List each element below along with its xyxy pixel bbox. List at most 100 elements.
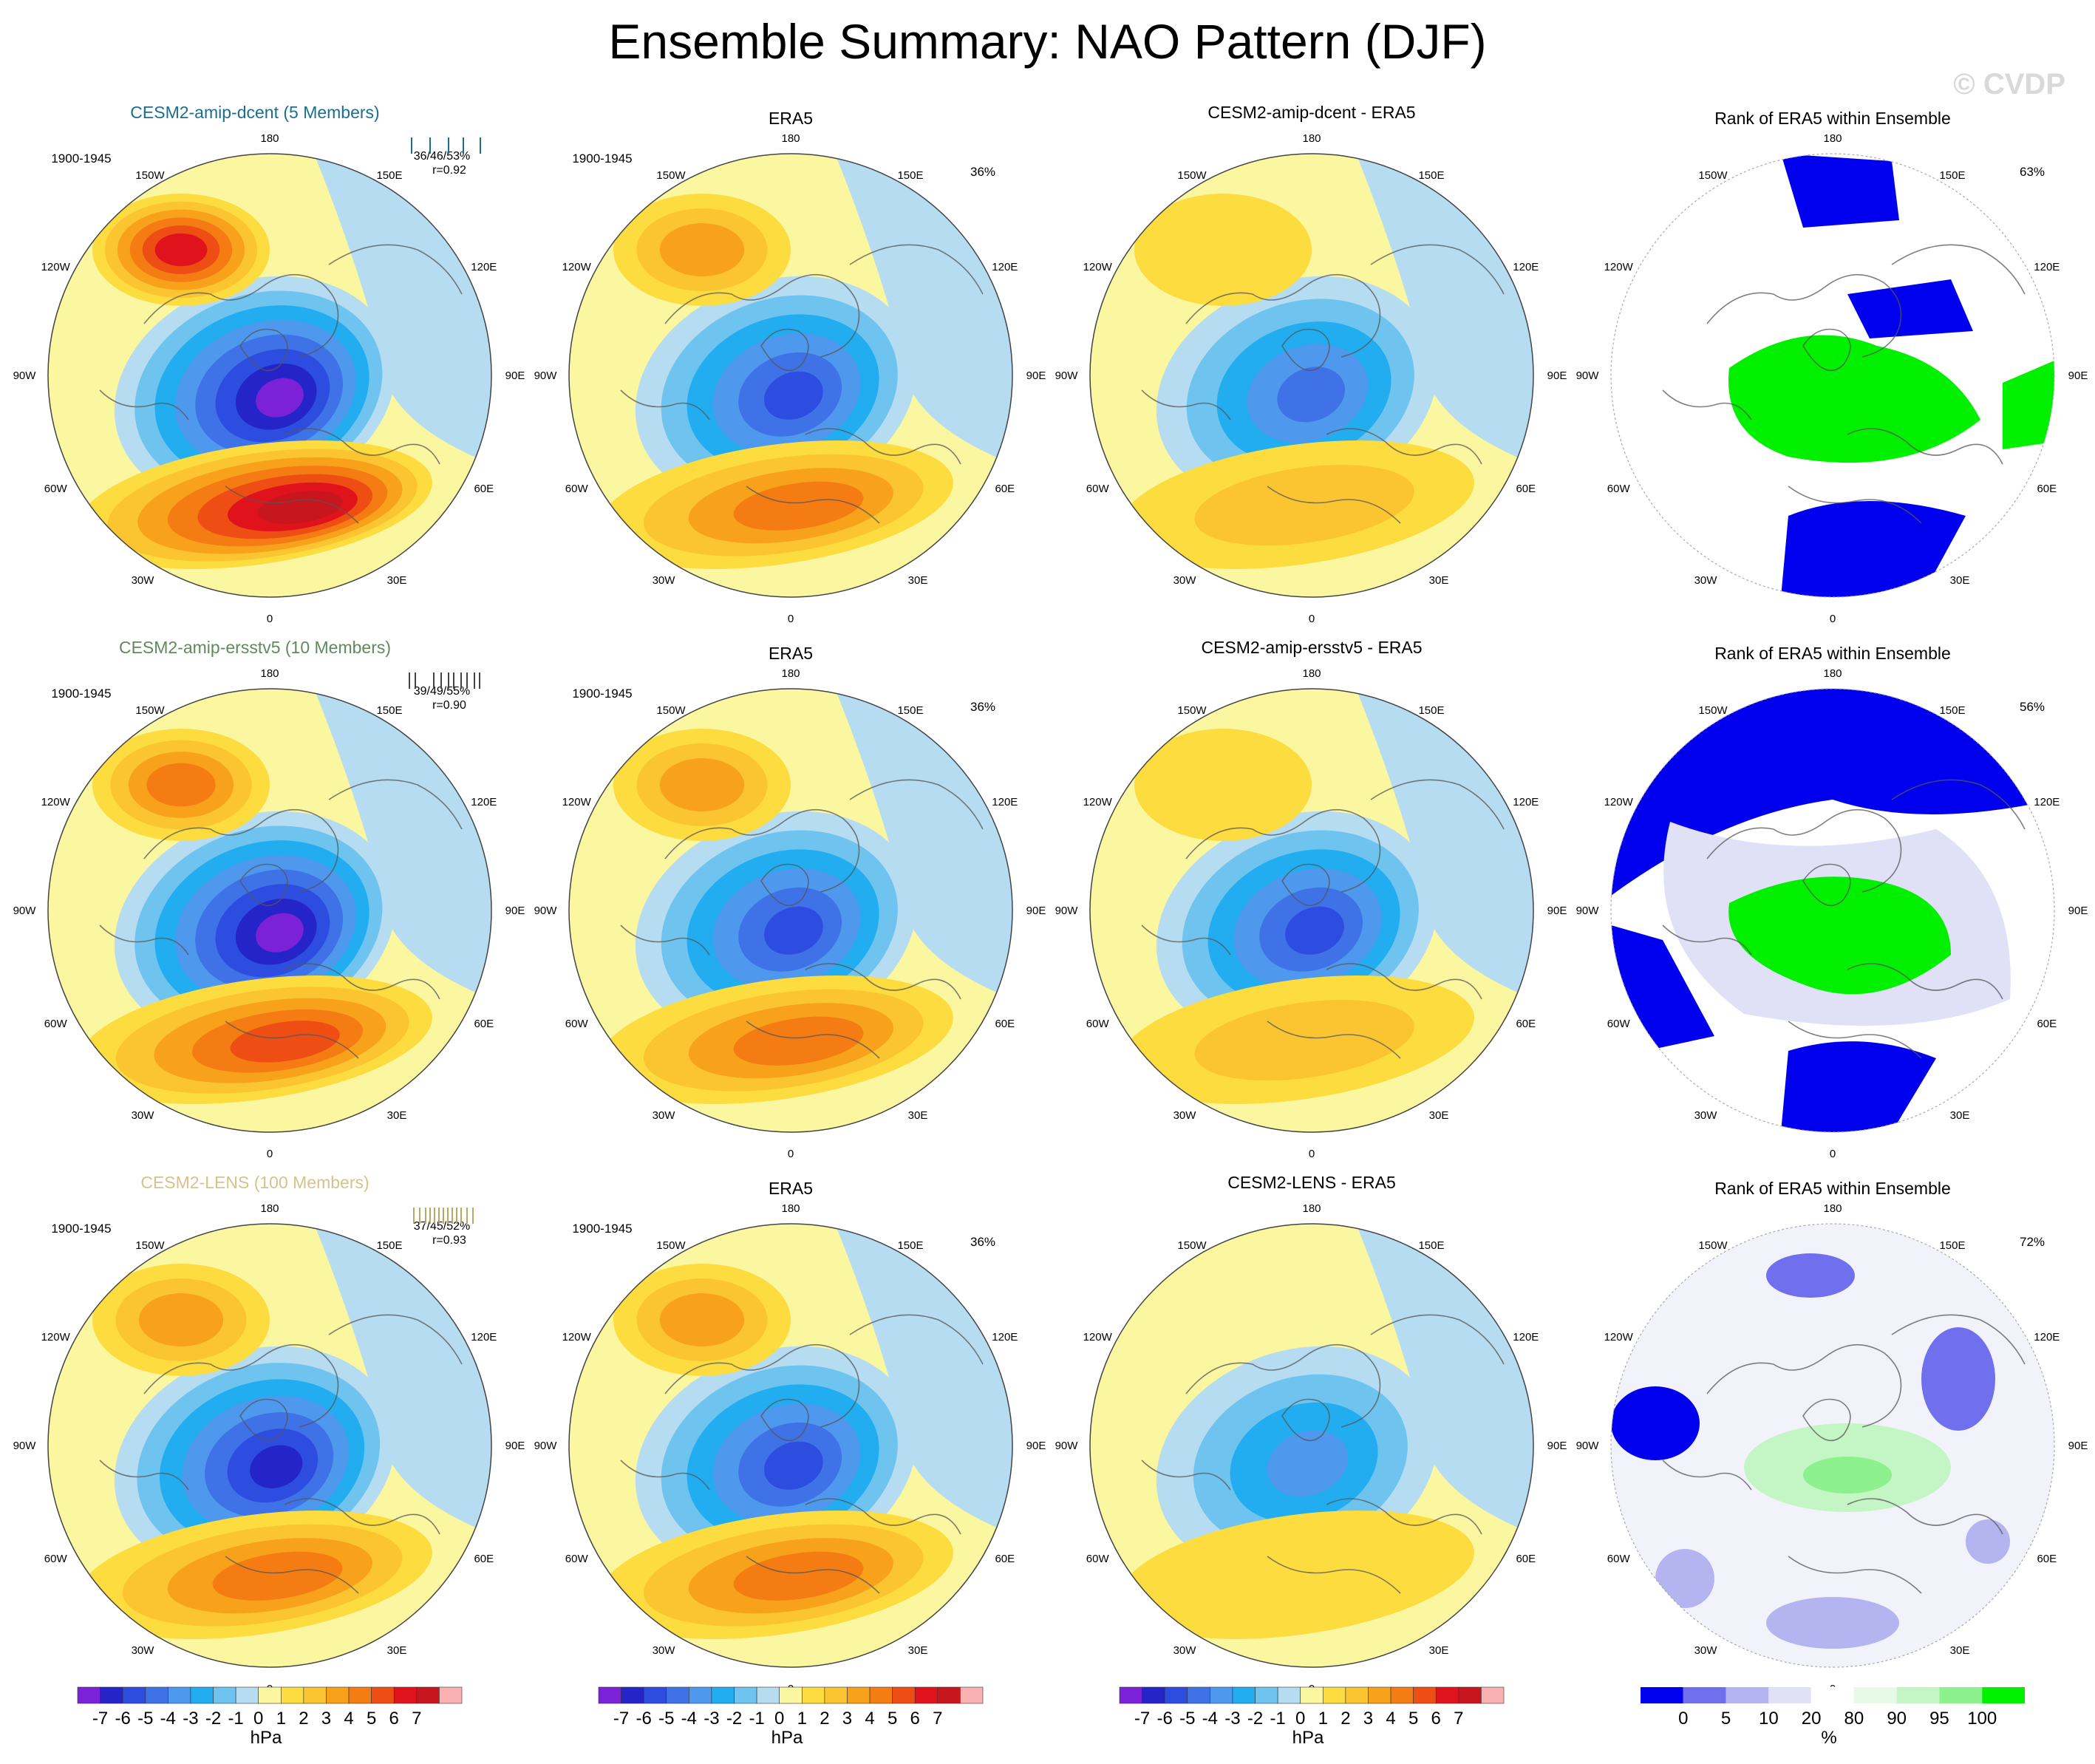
longitude-label: 90W <box>1055 1440 1079 1452</box>
colorbar-tick-label: -1 <box>228 1709 243 1729</box>
longitude-label: 60W <box>44 483 68 495</box>
pct-variance: 36% <box>970 700 995 714</box>
colorbar-unit: hPa <box>771 1728 803 1748</box>
colorbar-swatch <box>77 1686 101 1704</box>
longitude-label: 90W <box>1055 905 1079 917</box>
colorbar-swatch <box>145 1686 168 1704</box>
longitude-label: 120E <box>2034 796 2060 808</box>
longitude-label: 0 <box>1830 613 1836 625</box>
longitude-label: 60E <box>474 1018 494 1030</box>
longitude-label: 120W <box>1604 1331 1634 1344</box>
map-boundary <box>1610 688 2055 1133</box>
colorbar-swatch <box>643 1686 667 1704</box>
longitude-label: 30E <box>1950 1109 1970 1122</box>
longitude-label: 120E <box>992 1331 1018 1344</box>
longitude-label: 180 <box>781 667 800 680</box>
contour-level <box>764 371 823 420</box>
longitude-label: 90E <box>1026 370 1046 382</box>
rank-region <box>1766 1253 1855 1298</box>
longitude-label: 120W <box>562 1331 592 1344</box>
longitude-label: 150E <box>1939 1239 1965 1252</box>
longitude-label: 30E <box>908 1644 928 1657</box>
map-boundary <box>1610 1223 2055 1668</box>
rank-region <box>1728 876 1951 995</box>
colorbar-swatch <box>960 1686 984 1704</box>
colorbar-swatch <box>1277 1686 1301 1704</box>
longitude-label: 30W <box>653 574 676 587</box>
longitude-label: 30E <box>387 1644 407 1657</box>
pattern-correlation: r=0.92 <box>432 164 466 177</box>
longitude-label: 180 <box>260 132 279 145</box>
era5-title: ERA5 <box>769 644 813 663</box>
coastlines <box>1141 244 1505 524</box>
difference-title: CESM2-LENS - ERA5 <box>1227 1173 1396 1192</box>
longitude-label: 90E <box>505 1440 525 1452</box>
contour-level <box>659 223 745 276</box>
coastlines <box>99 1314 463 1594</box>
longitude-label: 60E <box>995 1018 1015 1030</box>
rank-pct: 63% <box>2020 165 2045 179</box>
longitude-label: 0 <box>788 613 794 625</box>
colorbar-tick-label: 10 <box>1759 1709 1779 1729</box>
figure-row: CESM2-LENS (100 Members)1900-1945 37/45/5… <box>13 1173 2088 1695</box>
colorbar-swatch <box>1345 1686 1369 1704</box>
longitude-label: 0 <box>788 1148 794 1160</box>
rank-panel: Rank of ERA5 within Ensemble 63% 180 150E 12… <box>1576 109 2088 625</box>
map-boundary <box>1089 688 1534 1133</box>
longitude-label: 150W <box>1698 169 1728 182</box>
colorbar-swatch <box>1853 1687 1897 1703</box>
contour-fields <box>48 689 491 1132</box>
colorbar-swatch <box>1390 1686 1414 1704</box>
colorbar-swatch <box>1368 1686 1391 1704</box>
colorbar-tick-label: 3 <box>321 1709 331 1729</box>
contour-level <box>256 913 304 953</box>
longitude-label: 120W <box>41 261 71 273</box>
longitude-label: 150E <box>1418 704 1444 717</box>
longitude-label: 150W <box>656 704 686 717</box>
longitude-label: 90W <box>13 370 37 382</box>
colorbar-tick-label: -3 <box>704 1709 719 1729</box>
longitude-label: 120E <box>992 261 1018 273</box>
longitude-label: 90W <box>13 1440 37 1452</box>
colorbar-swatch <box>914 1686 939 1704</box>
contour-fields <box>569 689 1012 1132</box>
longitude-label: 150E <box>1418 169 1444 182</box>
longitude-label: 60W <box>44 1553 68 1565</box>
longitude-label: 120E <box>471 1331 497 1344</box>
colorbar-swatch <box>847 1686 871 1704</box>
colorbar-swatch <box>326 1686 350 1704</box>
colorbar-tick-label: 5 <box>888 1709 897 1729</box>
colorbar-swatch <box>303 1686 327 1704</box>
colorbar-swatch <box>1939 1687 1983 1703</box>
rank-region <box>1803 1457 1892 1494</box>
colorbar-tick-label: -1 <box>749 1709 764 1729</box>
pattern-correlation: r=0.90 <box>432 699 466 712</box>
longitude-label: 120W <box>1083 796 1113 808</box>
contour-level <box>1194 999 1414 1081</box>
colorbar-swatch <box>892 1686 916 1704</box>
colorbar-swatch <box>190 1686 214 1704</box>
period-label: 1900-1945 <box>572 151 632 166</box>
longitude-label: 60E <box>2037 1553 2057 1565</box>
longitude-label: 60E <box>995 1553 1015 1565</box>
figure-row: CESM2-amip-dcent (5 Members) 1900-1945 36/… <box>13 103 2088 625</box>
colorbar-tick-label: 1 <box>1318 1709 1328 1729</box>
figure-row: CESM2-amip-ersstv5 (10 Members) 1900-1945… <box>13 638 2088 1160</box>
colorbar-tick-label: 6 <box>910 1709 920 1729</box>
rank-title: Rank of ERA5 within Ensemble <box>1714 644 1951 663</box>
longitude-label: 120W <box>1604 796 1634 808</box>
longitude-label: 30W <box>132 574 155 587</box>
longitude-label: 90W <box>1576 1440 1600 1452</box>
longitude-label: 60E <box>474 483 494 495</box>
longitude-label: 30E <box>908 574 928 587</box>
colorbar-tick-label: 80 <box>1844 1709 1864 1729</box>
colorbar-tick-label: 0 <box>774 1709 784 1729</box>
rank-region <box>1728 335 1980 463</box>
map-boundary <box>47 1223 492 1668</box>
longitude-label: 120W <box>562 796 592 808</box>
longitude-label: 150E <box>897 169 923 182</box>
colorbar-unit: % <box>1821 1728 1836 1748</box>
